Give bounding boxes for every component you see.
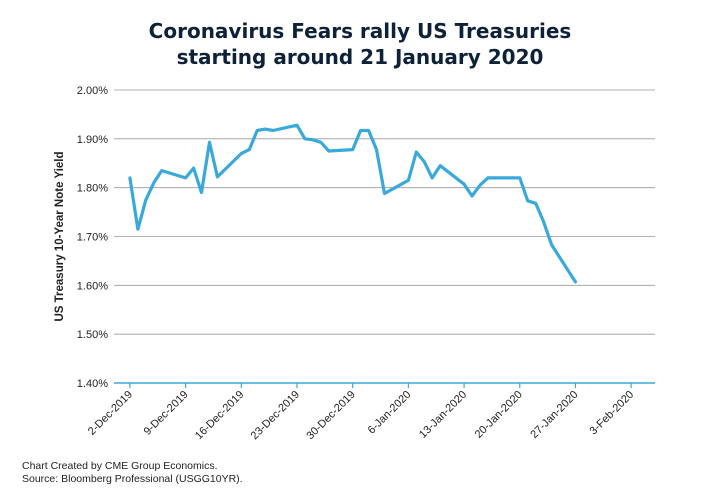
x-tick-label: 3-Feb-2020 bbox=[588, 389, 637, 438]
y-axis-ticks: 2.00% 1.90% 1.80% 1.70% 1.60% 1.50% 1.40% bbox=[77, 85, 108, 390]
x-tick-label: 27-Jan-2020 bbox=[528, 389, 580, 441]
x-tick-label: 13-Jan-2020 bbox=[417, 389, 469, 441]
y-tick-label: 1.80% bbox=[77, 183, 108, 195]
x-tick-label: 6-Jan-2020 bbox=[366, 389, 414, 437]
x-tick-label: 30-Dec-2019 bbox=[304, 389, 357, 442]
x-tick-label: 2-Dec-2019 bbox=[86, 389, 135, 438]
x-tick-label: 23-Dec-2019 bbox=[249, 389, 302, 442]
y-axis-label: US Treasury 10-Year Note Yield bbox=[54, 151, 66, 321]
series-line bbox=[128, 123, 578, 284]
y-tick-label: 1.90% bbox=[77, 134, 108, 146]
x-tick-label: 9-Dec-2019 bbox=[142, 389, 191, 438]
grid-lines bbox=[114, 89, 655, 335]
x-axis-ticks: 2-Dec-2019 9-Dec-2019 16-Dec-2019 23-Dec-20… bbox=[86, 383, 636, 442]
y-tick-label: 2.00% bbox=[77, 85, 108, 97]
x-tick-label: 20-Jan-2020 bbox=[473, 389, 525, 441]
y-tick-label: 1.50% bbox=[77, 329, 108, 341]
chart-title-line-1: Coronavirus Fears rally US Treasuries bbox=[148, 19, 572, 43]
x-tick-label: 16-Dec-2019 bbox=[193, 389, 246, 442]
y-tick-label: 1.60% bbox=[77, 280, 108, 292]
chart-title: Coronavirus Fears rally US Treasuries st… bbox=[0, 18, 720, 70]
y-tick-label: 1.40% bbox=[77, 378, 108, 390]
y-tick-label: 1.70% bbox=[77, 232, 108, 244]
series-group bbox=[128, 123, 578, 284]
footer-source: Source: Bloomberg Professional (USGG10YR… bbox=[22, 473, 243, 485]
footer-credit: Chart Created by CME Group Economics. bbox=[22, 460, 218, 472]
chart-title-line-2: starting around 21 January 2020 bbox=[176, 45, 544, 69]
chart-footer: Chart Created by CME Group Economics. So… bbox=[22, 460, 243, 486]
